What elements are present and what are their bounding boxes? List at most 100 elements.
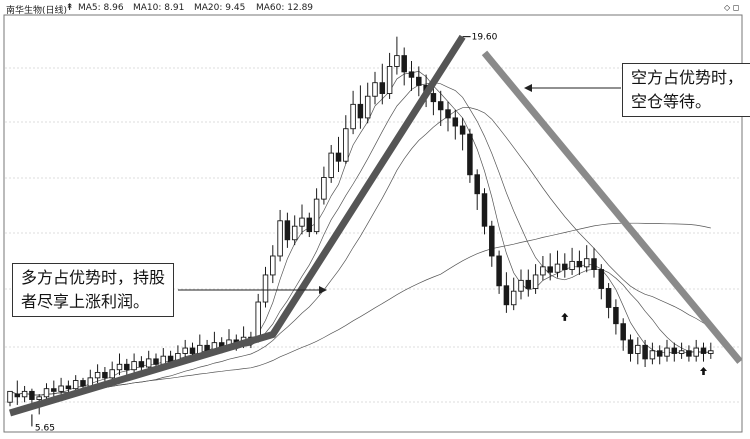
stock-title: 南华生物(日线)	[6, 6, 68, 16]
candle-body-72	[532, 274, 539, 289]
candle-body-19	[145, 358, 152, 368]
candle-body-61	[452, 117, 459, 127]
candle-body-10	[80, 380, 86, 387]
candle-75	[554, 250, 561, 278]
candle-84	[620, 318, 626, 351]
candle-78	[576, 250, 583, 275]
candle-92	[678, 342, 685, 359]
candle-55	[408, 61, 415, 91]
candle-19	[145, 350, 152, 370]
candle-91	[671, 342, 678, 362]
candle-body-46	[343, 128, 349, 162]
candle-71	[525, 269, 532, 297]
candle-39	[291, 215, 298, 246]
bullish-annotation: 多方占优势时，持股 者尽享上涨利润。	[12, 263, 175, 317]
bearish-annotation: 空方占优势时， 空仓等待。	[622, 63, 750, 117]
candle-body-80	[591, 258, 597, 270]
candle-0	[7, 390, 13, 407]
candle-66	[489, 220, 495, 267]
candle-body-54	[401, 55, 407, 73]
candle-body-62	[459, 125, 466, 135]
candle-body-65	[481, 193, 488, 227]
candle-87	[642, 339, 648, 368]
candle-body-24	[182, 347, 188, 354]
downtrend-trend-line	[481, 50, 743, 364]
candle-body-73	[540, 266, 546, 276]
ma60-readout: MA60: 12.89	[256, 3, 314, 13]
candle-body-27	[204, 344, 210, 352]
candle-body-15	[116, 363, 123, 371]
candle-6	[51, 380, 57, 397]
candle-41	[306, 212, 313, 238]
candle-body-36	[270, 255, 276, 276]
event-arrows	[561, 312, 707, 376]
candle-61	[452, 109, 459, 140]
candle-body-7	[58, 385, 64, 392]
candle-body-0	[7, 390, 13, 403]
low-price-label: 5.65	[35, 423, 55, 433]
high-price-label: 19.60	[472, 33, 498, 43]
candle-18	[138, 356, 145, 373]
candle-body-13	[102, 371, 108, 379]
candle-body-47	[350, 103, 356, 130]
candle-81	[598, 264, 605, 300]
window-control-icons[interactable]: ◇ ◻	[724, 3, 740, 12]
candle-37	[277, 209, 283, 262]
candle-35	[262, 266, 269, 308]
candle-body-14	[109, 369, 115, 379]
candle-body-82	[605, 288, 612, 308]
candle-70	[518, 269, 524, 300]
candle-47	[350, 90, 356, 135]
candle-74	[547, 253, 553, 281]
candle-body-3	[29, 390, 35, 400]
candle-body-51	[379, 82, 386, 94]
candle-9	[72, 375, 79, 392]
candle-95	[700, 342, 707, 362]
candle-76	[562, 253, 568, 278]
candle-93	[686, 345, 692, 362]
candle-80	[591, 247, 597, 278]
candle-88	[649, 342, 656, 365]
candle-50	[372, 71, 378, 105]
candle-46	[343, 115, 349, 164]
candle-body-96	[708, 350, 714, 354]
candle-3	[29, 388, 35, 405]
candle-body-34	[255, 301, 261, 341]
candle-body-53	[394, 55, 400, 67]
candle-body-83	[613, 306, 619, 325]
candle-body-79	[583, 258, 590, 268]
candle-49	[364, 82, 371, 124]
candle-67	[496, 250, 502, 294]
candle-body-1	[14, 393, 21, 398]
candle-2	[21, 385, 28, 403]
candle-body-71	[525, 279, 532, 289]
candle-body-5	[43, 388, 50, 398]
candle-86	[635, 337, 641, 365]
candle-73	[540, 255, 546, 281]
candle-body-63	[467, 133, 473, 176]
candle-54	[401, 47, 407, 86]
candle-94	[693, 339, 699, 362]
candle-body-4	[36, 396, 42, 400]
candle-body-8	[65, 385, 72, 390]
candle-body-9	[72, 380, 79, 390]
candle-43	[321, 166, 327, 205]
candle-44	[328, 144, 334, 183]
event-arrow-0	[561, 312, 569, 321]
candle-body-12	[94, 371, 101, 379]
bearish-annotation-line-1: 空方占优势时，	[631, 68, 744, 87]
candle-72	[532, 264, 539, 294]
candle-body-20	[153, 358, 159, 365]
candle-5	[43, 383, 50, 400]
candle-53	[394, 36, 400, 75]
candle-body-91	[671, 347, 678, 354]
bullish-annotation-line-1: 多方占优势时，持股	[21, 268, 166, 287]
candle-64	[474, 169, 480, 210]
candle-body-37	[277, 220, 283, 257]
price-labels: 19.60 5.65	[31, 33, 498, 433]
candle-17	[131, 353, 137, 373]
candle-65	[481, 188, 488, 235]
candle-body-25	[189, 347, 196, 354]
callout-pointers	[178, 84, 621, 294]
candle-48	[357, 85, 364, 129]
